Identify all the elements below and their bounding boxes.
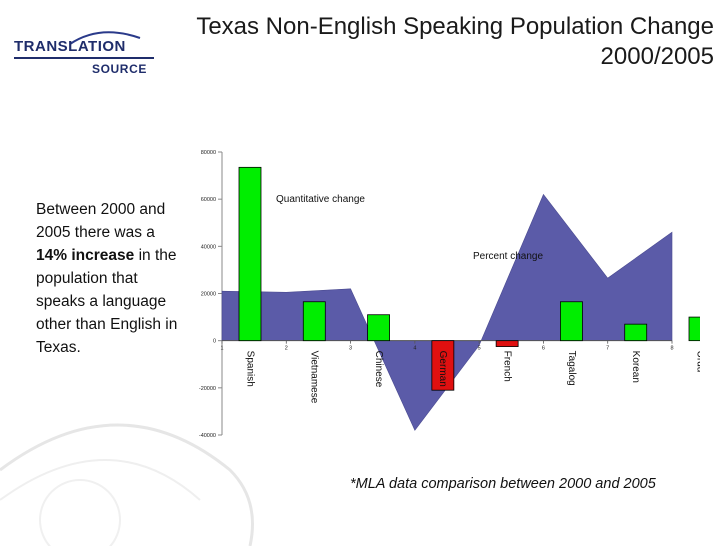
x-tick-label: 4 [413, 346, 416, 352]
x-tick-label: 1 [220, 346, 223, 352]
bar-spanish [238, 166, 262, 342]
category-label: Korean [630, 351, 641, 383]
bar-chinese [367, 314, 390, 342]
y-tick-label: 80000 [201, 150, 216, 156]
translation-source-logo: TRANSLATION SOURCE [10, 30, 160, 90]
category-label: Vietnamese [309, 351, 320, 404]
category-label: Chinese [373, 351, 384, 388]
footnote: *MLA data comparison between 2000 and 20… [350, 476, 656, 492]
bar-korean [624, 323, 648, 342]
logo-text-line1: TRANSLATION [14, 38, 126, 55]
bar-french [495, 340, 519, 347]
x-tick-label: 6 [542, 346, 545, 352]
x-tick-label: 3 [349, 346, 352, 352]
side-text-bold-increase: increase [71, 247, 135, 264]
category-label: German [437, 351, 448, 387]
logo-underline [14, 57, 154, 59]
category-label: French [502, 351, 513, 382]
category-label: Urdu [694, 351, 700, 373]
side-summary-text: Between 2000 and 2005 there was a 14% in… [36, 198, 178, 359]
y-tick-label: -20000 [199, 386, 216, 392]
slide-title: Texas Non-English Speaking Population Ch… [196, 13, 714, 70]
side-text-part1: Between 2000 and 2005 there was a [36, 201, 166, 241]
annotation-percent-change: Percent change [473, 251, 543, 262]
x-tick-label: 7 [606, 346, 609, 352]
language-change-chart: 80000 60000 40000 20000 0 -20000 -40000 1 2 3 4 5 6 7… [199, 150, 700, 439]
y-tick-label: 40000 [201, 244, 216, 250]
bar-german [431, 340, 455, 391]
y-tick-label: 0 [213, 339, 216, 345]
percent-change-area [221, 193, 673, 431]
x-tick-label: 5 [478, 346, 481, 352]
logo-text-line2: SOURCE [92, 62, 147, 76]
y-tick-label: 20000 [201, 292, 216, 298]
category-label: Tagalog [566, 351, 577, 386]
side-text-part3: in the population that speaks a language… [36, 247, 178, 356]
y-tick-label: -40000 [199, 433, 216, 439]
bar-tagalog [560, 301, 583, 342]
x-tick-label: 8 [670, 346, 673, 352]
x-tick-label: 2 [285, 346, 288, 352]
bar-vietnamese [302, 301, 326, 342]
bar-urdu [688, 316, 700, 342]
logo-swoosh-icon [69, 31, 141, 45]
category-label: Spanish [244, 351, 255, 387]
annotation-quantitative-change: Quantitative change [276, 194, 365, 205]
y-tick-label: 60000 [201, 197, 216, 203]
side-text-bold-percent: 14% [36, 247, 68, 264]
